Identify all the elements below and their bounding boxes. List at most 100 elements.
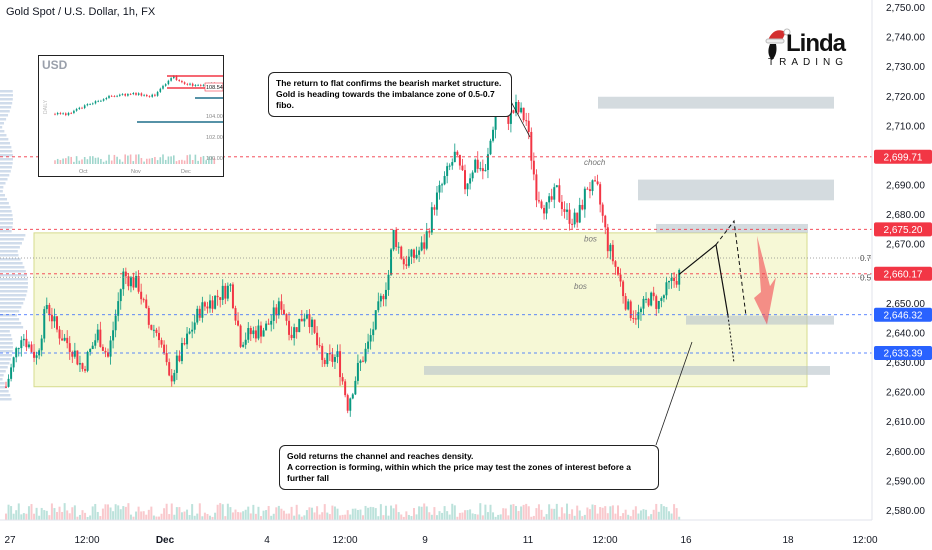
volume-bar — [10, 506, 13, 520]
candle-body — [135, 275, 138, 288]
volume-bar — [163, 508, 166, 520]
inset-candle-body — [191, 83, 194, 86]
volume-bar — [405, 511, 408, 520]
candle-body — [288, 320, 291, 335]
volume-profile-bar — [0, 306, 22, 309]
price-tag — [874, 222, 932, 237]
candle-body — [586, 188, 589, 190]
x-tick-label: 9 — [422, 535, 428, 546]
candle-body — [494, 108, 497, 130]
inset-candle-body — [170, 78, 172, 81]
volume-bar — [270, 515, 273, 520]
volume-profile-bar — [0, 310, 20, 313]
inset-candle-body — [54, 113, 56, 115]
inset-side-label: DAILY — [43, 99, 49, 114]
y-tick-label: 2,710.00 — [886, 121, 925, 132]
volume-bar — [104, 504, 107, 520]
volume-profile-bar — [0, 222, 13, 225]
candle-body — [507, 114, 510, 124]
inset-volume-bar — [129, 154, 132, 164]
candle-body — [650, 292, 653, 306]
fib-label: 0.79 — [860, 254, 876, 263]
volume-bar — [453, 505, 456, 520]
volume-bar — [7, 504, 10, 520]
volume-bar — [512, 504, 515, 520]
candle-body — [617, 266, 619, 275]
candle-body — [27, 344, 30, 348]
candle-body — [359, 360, 362, 363]
candle-body — [178, 355, 181, 362]
candle-body — [112, 330, 115, 341]
volume-profile-bar — [0, 122, 5, 125]
volume-profile-bar — [0, 362, 10, 365]
y-tick-label: 2,640.00 — [886, 328, 925, 339]
volume-bar — [86, 516, 89, 520]
structure-label: choch — [584, 158, 606, 167]
price-tag-label: 2,646.32 — [884, 310, 923, 321]
inset-x-tick: Oct — [79, 169, 88, 175]
candle-body — [555, 185, 558, 188]
volume-bar — [298, 514, 301, 520]
x-axis[interactable]: 27 12:00 Dec 4 12:00 9 11 12:00 16 18 12:00 — [0, 519, 878, 546]
volume-bar — [76, 516, 79, 520]
candle-body — [5, 386, 7, 388]
volume-bar — [78, 514, 81, 520]
logo-subtitle: TRADING — [768, 57, 848, 68]
volume-profile-bar — [0, 206, 11, 209]
inset-candle-body — [164, 84, 167, 86]
inset-candle-body — [110, 95, 113, 97]
candle-body — [109, 340, 112, 357]
volume-bar — [469, 509, 472, 520]
volume-profile-bar — [0, 238, 24, 241]
inset-volume-bar — [56, 158, 59, 164]
volume-bar — [321, 512, 324, 520]
inset-volume-bar — [162, 154, 164, 164]
structure-label: bos — [584, 235, 597, 244]
volume-bar — [84, 512, 87, 520]
volume-bar — [395, 504, 398, 520]
volume-bar — [530, 516, 533, 520]
volume-bar — [303, 515, 306, 520]
volume-bar — [655, 503, 658, 520]
candle-body — [25, 338, 28, 348]
candle-body — [86, 351, 89, 371]
volume-bar — [280, 508, 283, 520]
candle-body — [305, 314, 308, 319]
inset-candle-body — [181, 80, 183, 83]
price-tag-label: 2,675.20 — [884, 225, 923, 236]
volume-bar — [305, 510, 308, 520]
volume-bar — [231, 512, 234, 520]
volume-bar — [471, 513, 474, 520]
volume-profile-bar — [0, 270, 26, 273]
volume-bar — [12, 513, 15, 520]
volume-bar — [170, 503, 173, 520]
volume-bar — [50, 503, 53, 520]
volume-profile-bar — [0, 242, 22, 245]
volume-bar — [418, 506, 421, 520]
volume-bar — [196, 513, 199, 520]
volume-bar — [277, 505, 280, 520]
inset-y-tick: 104.00 — [206, 114, 223, 120]
candle-body — [464, 170, 466, 190]
volume-profile-bar — [0, 230, 12, 233]
volume-profile-bar — [0, 398, 12, 401]
volume-profile-bar — [0, 314, 18, 317]
candle-body — [548, 196, 551, 203]
candle-body — [101, 346, 104, 351]
candle-body — [415, 254, 418, 258]
inset-volume-bar — [146, 158, 148, 164]
inset-candle-body — [162, 85, 164, 89]
candle-body — [35, 355, 38, 358]
candle-body — [152, 329, 155, 331]
volume-bar — [346, 510, 349, 520]
inset-candle-body — [167, 80, 170, 85]
volume-profile-bar — [0, 142, 11, 145]
volume-profile-bar — [0, 378, 3, 381]
volume-bar — [206, 513, 209, 520]
inset-price-tag-label: 108.54 — [206, 85, 223, 91]
volume-profile-bar — [0, 290, 28, 293]
inset-x-tick: Dec — [181, 169, 191, 175]
candle-body — [351, 394, 354, 399]
volume-profile-bar — [0, 234, 26, 237]
